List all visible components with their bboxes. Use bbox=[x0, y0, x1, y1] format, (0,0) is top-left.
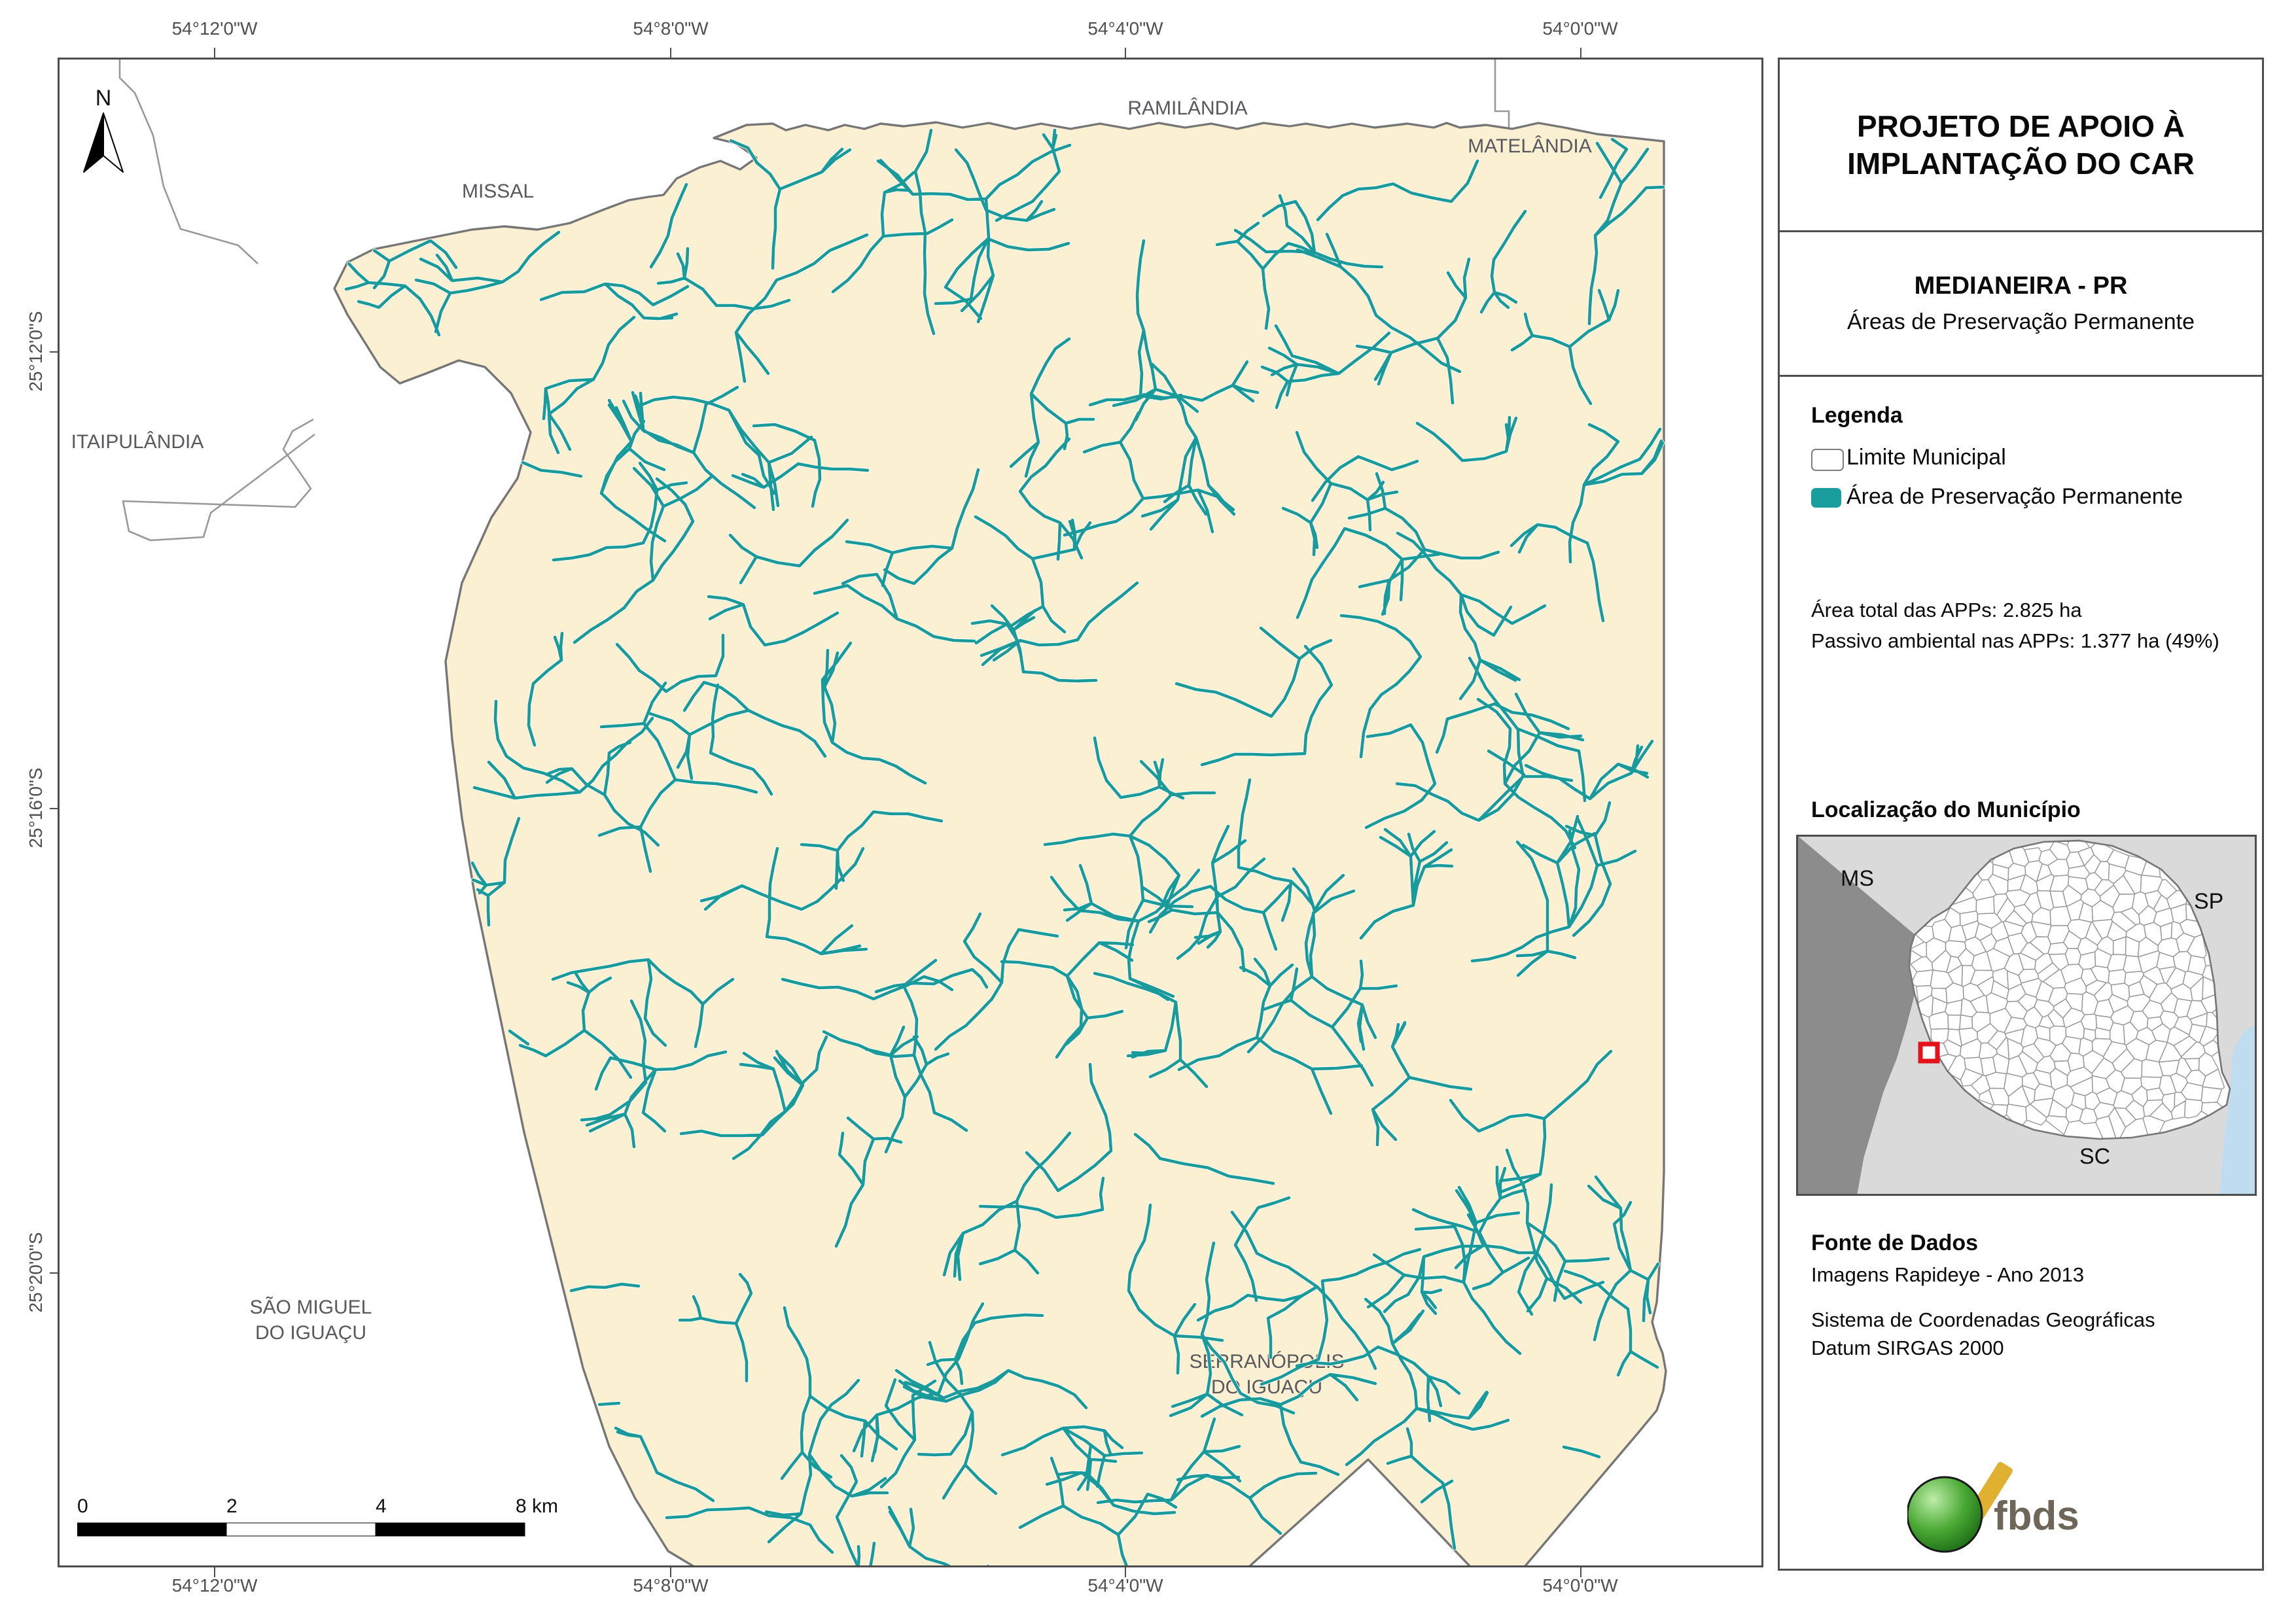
svg-text:4: 4 bbox=[376, 1498, 387, 1517]
svg-text:RAMILÂNDIA: RAMILÂNDIA bbox=[1127, 97, 1247, 119]
svg-text:SP: SP bbox=[2194, 889, 2223, 914]
svg-text:fbds: fbds bbox=[1994, 1493, 2079, 1539]
svg-text:8 km: 8 km bbox=[516, 1498, 558, 1517]
svg-text:MISSAL: MISSAL bbox=[462, 181, 534, 202]
svg-text:N: N bbox=[96, 88, 112, 111]
svg-text:SC: SC bbox=[2079, 1144, 2110, 1169]
svg-text:2: 2 bbox=[226, 1498, 238, 1517]
svg-text:DO IGUAÇU: DO IGUAÇU bbox=[255, 1322, 366, 1344]
svg-text:MS: MS bbox=[1841, 866, 1874, 891]
svg-text:DO IGUAÇU: DO IGUAÇU bbox=[1211, 1376, 1322, 1398]
svg-text:MATELÂNDIA: MATELÂNDIA bbox=[1468, 135, 1591, 157]
svg-text:0: 0 bbox=[77, 1498, 88, 1517]
svg-text:SÃO MIGUEL: SÃO MIGUEL bbox=[250, 1296, 372, 1318]
svg-text:ITAIPULÂNDIA: ITAIPULÂNDIA bbox=[71, 431, 204, 453]
